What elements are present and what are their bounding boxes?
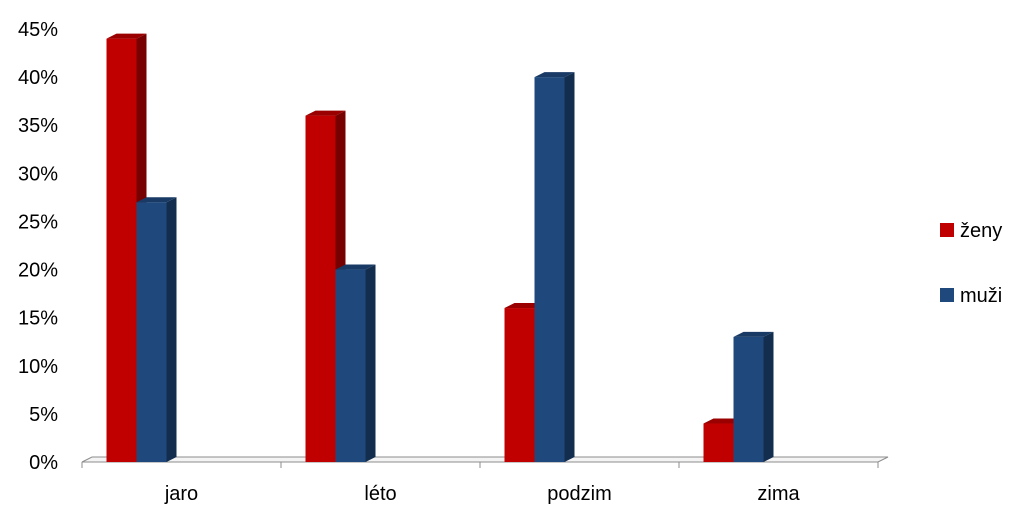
x-category-label: podzim — [547, 483, 611, 505]
bar-side — [564, 72, 575, 462]
legend: ženy muži — [940, 220, 1002, 307]
bar-zima-series-2 — [733, 331, 774, 462]
x-category-label: léto — [364, 483, 396, 505]
bar-top — [136, 197, 177, 203]
bar-front — [504, 308, 535, 462]
y-tick-label: 15% — [18, 308, 58, 330]
y-tick-label: 30% — [18, 163, 58, 185]
bar-side — [166, 197, 177, 462]
bar-front — [534, 77, 565, 462]
bar-top — [106, 33, 147, 39]
y-tick-label: 10% — [18, 356, 58, 378]
y-axis: 0% 5% 10% 15% 20% 25% 30% 35% 40% 45% — [18, 19, 58, 474]
bar-front — [305, 115, 336, 462]
bar-top — [335, 264, 376, 270]
bar-front — [733, 336, 764, 462]
bar-podzim-series-2 — [534, 72, 575, 462]
bar-jaro-series-2 — [136, 197, 177, 462]
bar-top — [534, 72, 575, 78]
y-tick-label: 5% — [29, 404, 58, 426]
chart-floor — [81, 456, 889, 468]
bar-léto-series-2 — [335, 264, 376, 462]
bar-top — [733, 331, 774, 337]
bar-side — [763, 331, 774, 462]
y-tick-label: 40% — [18, 67, 58, 89]
y-tick-label: 0% — [29, 452, 58, 474]
x-category-label: jaro — [164, 483, 198, 505]
legend-swatch — [940, 223, 954, 237]
floor-plane — [81, 456, 889, 463]
y-tick-label: 25% — [18, 211, 58, 233]
bar-side — [365, 264, 376, 462]
legend-label: ženy — [960, 220, 1002, 242]
bar-front — [703, 423, 734, 462]
bar-top — [305, 110, 346, 116]
bar-front — [335, 269, 366, 462]
y-tick-label: 35% — [18, 115, 58, 137]
x-category-label: zima — [757, 483, 800, 505]
legend-swatch — [940, 288, 954, 302]
bars — [106, 33, 774, 462]
bar-front — [106, 38, 137, 462]
y-tick-label: 20% — [18, 260, 58, 282]
x-axis-labels: jaro léto podzim zima — [164, 483, 801, 505]
bar-front — [136, 202, 167, 462]
legend-label: muži — [960, 285, 1002, 307]
y-tick-label: 45% — [18, 19, 58, 41]
